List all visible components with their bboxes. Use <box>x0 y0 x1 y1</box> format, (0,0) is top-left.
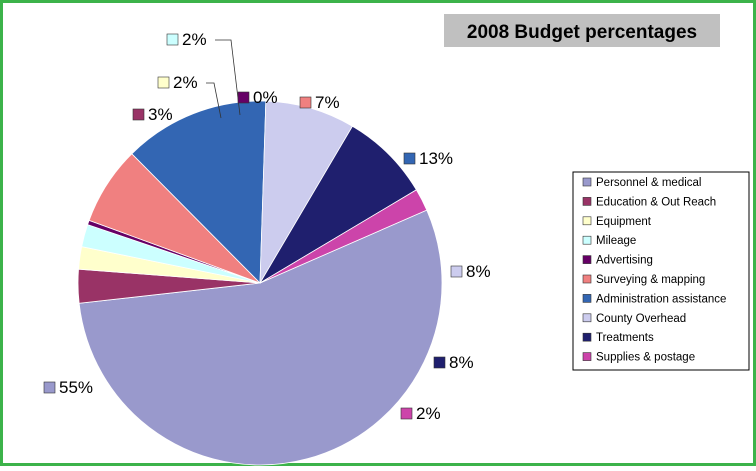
slice-label-text: 13% <box>419 149 453 168</box>
leader-line-equipment <box>206 82 222 119</box>
slice-label-equipment: 2% <box>157 73 198 92</box>
slice-label-swatch <box>166 33 179 46</box>
legend-swatch <box>582 274 592 284</box>
legend-item-treatments: Treatments <box>582 332 654 344</box>
legend-item-surveying-mapping: Surveying & mapping <box>582 274 705 286</box>
legend-item-equipment: Equipment <box>582 216 652 228</box>
legend-item-administration-assistance: Administration assistance <box>582 293 726 305</box>
legend-swatch <box>582 294 592 303</box>
slice-label-text: 7% <box>315 93 340 112</box>
pie-slice-administration-assistance <box>131 100 267 284</box>
chart-title: 2008 Budget percentages <box>467 22 697 43</box>
slice-label-text: 55% <box>59 378 93 397</box>
legend-swatch <box>582 255 592 264</box>
slice-label-administration-assistance: 13% <box>403 149 453 168</box>
slice-labels: 55%3%2%2%0% 7%13%8%8%2% <box>43 30 491 423</box>
slice-label-swatch <box>43 381 56 394</box>
legend-label: Supplies & postage <box>596 352 695 364</box>
slice-label-supplies-postage: 2% <box>400 404 441 423</box>
legend-swatch <box>582 177 592 187</box>
slice-label-personnel-medical: 55% <box>43 378 93 397</box>
slice-label-text: 0% <box>253 88 278 107</box>
legend-item-education-out-reach: Education & Out Reach <box>582 196 716 208</box>
legend-swatch <box>582 332 592 342</box>
legend-label: Education & Out Reach <box>596 196 716 208</box>
legend-box <box>572 171 750 371</box>
slice-label-treatments: 8% <box>433 353 474 372</box>
legend-item-mileage: Mileage <box>582 235 636 247</box>
slice-label-text: 2% <box>416 404 441 423</box>
slice-label-surveying-mapping: 7% <box>299 93 340 112</box>
slice-label-text: 3% <box>148 105 173 124</box>
slice-label-swatch <box>299 96 312 109</box>
legend-label: Administration assistance <box>596 293 726 305</box>
legend-label: Treatments <box>596 332 654 344</box>
pie-slices <box>77 100 443 466</box>
legend-item-personnel-medical: Personnel & medical <box>582 177 701 189</box>
legend-label: Surveying & mapping <box>596 274 705 286</box>
slice-label-swatch <box>132 108 145 121</box>
legend: Personnel & medical Education & Out Reach… <box>572 171 750 371</box>
slice-label-text: 2% <box>173 73 198 92</box>
leader-line-mileage <box>215 39 241 116</box>
slice-label-education-out-reach: 3% <box>132 105 173 124</box>
slice-label-county-overhead: 8% <box>450 262 491 281</box>
legend-swatch <box>582 216 592 226</box>
legend-item-supplies-postage: Supplies & postage <box>582 352 695 364</box>
pie-slice-personnel-medical <box>78 209 443 466</box>
legend-swatch <box>582 235 592 245</box>
legend-item-county-overhead: County Overhead <box>582 313 686 325</box>
slice-label-text: 2% <box>182 30 207 49</box>
legend-label: Advertising <box>596 255 653 267</box>
leader-lines <box>206 39 241 119</box>
legend-swatch <box>582 197 592 206</box>
pie-slice-supplies-postage <box>259 189 428 284</box>
legend-label: Mileage <box>596 235 636 247</box>
slice-label-swatch <box>157 76 170 89</box>
slice-label-text: 8% <box>466 262 491 281</box>
slice-label-swatch <box>400 407 413 420</box>
title-box: 2008 Budget percentages <box>444 14 720 47</box>
slice-label-swatch <box>450 265 463 278</box>
legend-swatch <box>582 352 592 361</box>
legend-swatch <box>582 313 592 323</box>
slice-label-advertising: 0% <box>237 88 278 107</box>
legend-label: County Overhead <box>596 313 686 325</box>
slice-label-swatch <box>433 356 446 369</box>
slice-label-swatch <box>237 91 250 104</box>
slice-label-swatch <box>403 152 416 165</box>
legend-label: Equipment <box>596 216 652 228</box>
pie-slice-treatments <box>259 125 417 284</box>
legend-label: Personnel & medical <box>596 177 701 189</box>
slice-label-mileage: 2% <box>166 30 207 49</box>
title-background <box>444 14 720 47</box>
slice-label-text: 8% <box>449 353 474 372</box>
legend-item-advertising: Advertising <box>582 255 653 267</box>
